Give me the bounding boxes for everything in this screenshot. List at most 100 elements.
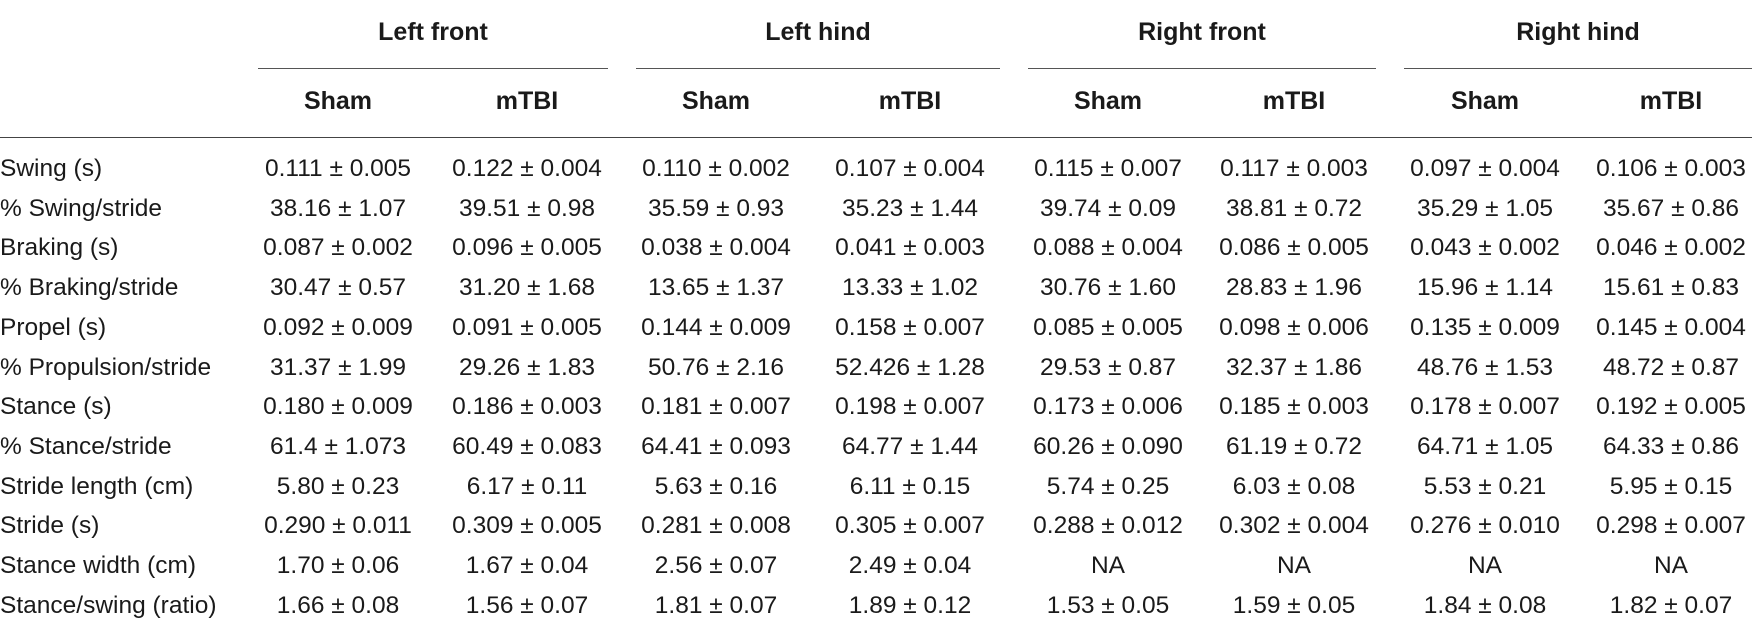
subheader-left-front-mtbi: mTBI xyxy=(495,87,559,115)
row-label: % Swing/stride xyxy=(0,194,163,222)
table-cell: 6.11 ± 0.15 xyxy=(849,472,971,500)
table-cell: 0.038 ± 0.004 xyxy=(641,234,791,262)
group-header-left-front: Left front xyxy=(378,18,488,46)
table-cell: 31.20 ± 1.68 xyxy=(458,274,596,302)
table-cell: 0.098 ± 0.006 xyxy=(1219,313,1369,341)
table-cell: 0.117 ± 0.003 xyxy=(1220,155,1368,182)
row-label: Propel (s) xyxy=(0,313,107,341)
table-cell: 38.81 ± 0.72 xyxy=(1225,194,1363,222)
group-header-right-front: Right front xyxy=(1138,18,1266,46)
table-cell: 0.111 ± 0.005 xyxy=(264,155,412,182)
subheader-left-hind-sham: Sham xyxy=(681,87,751,115)
table-cell: 0.298 ± 0.007 xyxy=(1596,512,1746,540)
table-row: % Swing/stride 38.16 ± 1.07 39.51 ± 0.98 35… xyxy=(0,189,1752,229)
row-label: Braking (s) xyxy=(0,234,119,262)
table-cell: 60.49 ± 0.083 xyxy=(452,432,602,460)
table-cell: 0.085 ± 0.005 xyxy=(1033,313,1183,341)
table-cell: NA xyxy=(1467,552,1503,579)
table-cell: 48.72 ± 0.87 xyxy=(1602,353,1740,381)
table-cell: 0.305 ± 0.007 xyxy=(835,512,985,540)
table-cell: 50.76 ± 2.16 xyxy=(647,353,785,381)
table-cell: 15.61 ± 0.83 xyxy=(1602,274,1740,302)
table-cell: 61.4 ± 1.073 xyxy=(269,432,407,460)
table-cell: 0.145 ± 0.004 xyxy=(1596,313,1746,341)
table-cell: 0.185 ± 0.003 xyxy=(1219,393,1369,421)
table-cell: 5.80 ± 0.23 xyxy=(276,472,400,500)
table-cell: 5.63 ± 0.16 xyxy=(654,472,778,500)
table-cell: 0.091 ± 0.005 xyxy=(452,313,602,341)
row-label: Stride length (cm) xyxy=(0,472,194,500)
table-cell: 29.53 ± 0.87 xyxy=(1039,353,1177,381)
table-cell: 0.192 ± 0.005 xyxy=(1596,393,1746,421)
table-cell: 0.043 ± 0.002 xyxy=(1410,234,1560,262)
table-cell: 1.82 ± 0.07 xyxy=(1609,591,1733,619)
table-cell: 0.122 ± 0.004 xyxy=(452,155,602,182)
group-rule-left-front xyxy=(258,68,608,69)
table-cell: 35.67 ± 0.86 xyxy=(1602,194,1740,222)
subheader-right-hind-mtbi: mTBI xyxy=(1639,87,1703,115)
table-cell: 0.110 ± 0.002 xyxy=(642,155,790,182)
header-divider xyxy=(0,137,1752,138)
row-label: % Propulsion/stride xyxy=(0,353,212,381)
table-row: % Propulsion/stride 31.37 ± 1.99 29.26 ± 1… xyxy=(0,348,1752,388)
table-cell: 30.76 ± 1.60 xyxy=(1039,274,1177,302)
table-cell: 0.107 ± 0.004 xyxy=(835,155,985,182)
table-cell: 0.181 ± 0.007 xyxy=(641,393,791,421)
table-cell: 35.23 ± 1.44 xyxy=(841,194,979,222)
table-cell: 0.158 ± 0.007 xyxy=(835,313,985,341)
table-cell: 1.84 ± 0.08 xyxy=(1423,591,1547,619)
row-label: Swing (s) xyxy=(0,155,103,182)
subheader-left-front-sham: Sham xyxy=(303,87,373,115)
group-rule-left-hind xyxy=(636,68,1000,69)
table-row: % Stance/stride 61.4 ± 1.073 60.49 ± 0.083… xyxy=(0,427,1752,467)
table-cell: 0.106 ± 0.003 xyxy=(1596,155,1746,182)
table-cell: 13.33 ± 1.02 xyxy=(841,274,979,302)
table-row: Propel (s) 0.092 ± 0.009 0.091 ± 0.005 0.14… xyxy=(0,308,1752,348)
table-cell: 35.59 ± 0.93 xyxy=(647,194,785,222)
table-cell: 5.53 ± 0.21 xyxy=(1423,472,1547,500)
table-cell: 0.096 ± 0.005 xyxy=(452,234,602,262)
table-cell: 29.26 ± 1.83 xyxy=(458,353,596,381)
table-row: Braking (s) 0.087 ± 0.002 0.096 ± 0.005 0.0… xyxy=(0,228,1752,268)
table-cell: 0.186 ± 0.003 xyxy=(452,393,602,421)
group-header-right-hind: Right hind xyxy=(1516,18,1640,46)
table-cell: 61.19 ± 0.72 xyxy=(1225,432,1363,460)
table-cell: 0.173 ± 0.006 xyxy=(1033,393,1183,421)
table-cell: 64.41 ± 0.093 xyxy=(641,432,791,460)
table-cell: 1.70 ± 0.06 xyxy=(276,552,400,579)
group-rule-right-front xyxy=(1028,68,1376,69)
table-cell: 64.77 ± 1.44 xyxy=(841,432,979,460)
table-cell: 1.89 ± 0.12 xyxy=(848,591,972,619)
table-cell: 1.53 ± 0.05 xyxy=(1046,591,1170,619)
table-cell: NA xyxy=(1090,552,1126,579)
row-label: Stance/swing (ratio) xyxy=(0,591,217,619)
table-row: Stride length (cm) 5.80 ± 0.23 6.17 ± 0.11… xyxy=(0,467,1752,507)
table-row: Stance (s) 0.180 ± 0.009 0.186 ± 0.003 0.18… xyxy=(0,387,1752,427)
table-cell: 0.302 ± 0.004 xyxy=(1219,512,1369,540)
table-cell: 60.26 ± 0.090 xyxy=(1033,432,1183,460)
table-cell: 6.17 ± 0.11 xyxy=(466,472,588,500)
table-cell: 1.56 ± 0.07 xyxy=(465,591,589,619)
table-row: % Braking/stride 30.47 ± 0.57 31.20 ± 1.68… xyxy=(0,268,1752,308)
table-cell: NA xyxy=(1276,552,1312,579)
group-rule-right-hind xyxy=(1404,68,1752,69)
group-header-left-hind: Left hind xyxy=(765,18,871,46)
table-cell: 0.135 ± 0.009 xyxy=(1410,313,1560,341)
table-cell: 0.290 ± 0.011 xyxy=(264,512,412,540)
table-cell: 5.74 ± 0.25 xyxy=(1046,472,1170,500)
table-cell: 52.426 ± 1.28 xyxy=(835,353,985,381)
table-cell: 39.74 ± 0.09 xyxy=(1039,194,1177,222)
table-cell: NA xyxy=(1653,552,1689,579)
table-cell: 1.59 ± 0.05 xyxy=(1232,591,1356,619)
subheader-right-front-mtbi: mTBI xyxy=(1262,87,1326,115)
table-row: Stance/swing (ratio) 1.66 ± 0.08 1.56 ± 0.… xyxy=(0,586,1752,626)
table-cell: 2.49 ± 0.04 xyxy=(848,552,972,579)
table-cell: 31.37 ± 1.99 xyxy=(269,353,407,381)
table-cell: 0.198 ± 0.007 xyxy=(835,393,985,421)
table-cell: 0.087 ± 0.002 xyxy=(263,234,413,262)
row-label: % Braking/stride xyxy=(0,274,179,302)
table-row: Stride (s) 0.290 ± 0.011 0.309 ± 0.005 0.28… xyxy=(0,506,1752,546)
subheader-right-hind-sham: Sham xyxy=(1450,87,1520,115)
table-cell: 39.51 ± 0.98 xyxy=(458,194,596,222)
table-cell: 64.33 ± 0.86 xyxy=(1602,432,1740,460)
